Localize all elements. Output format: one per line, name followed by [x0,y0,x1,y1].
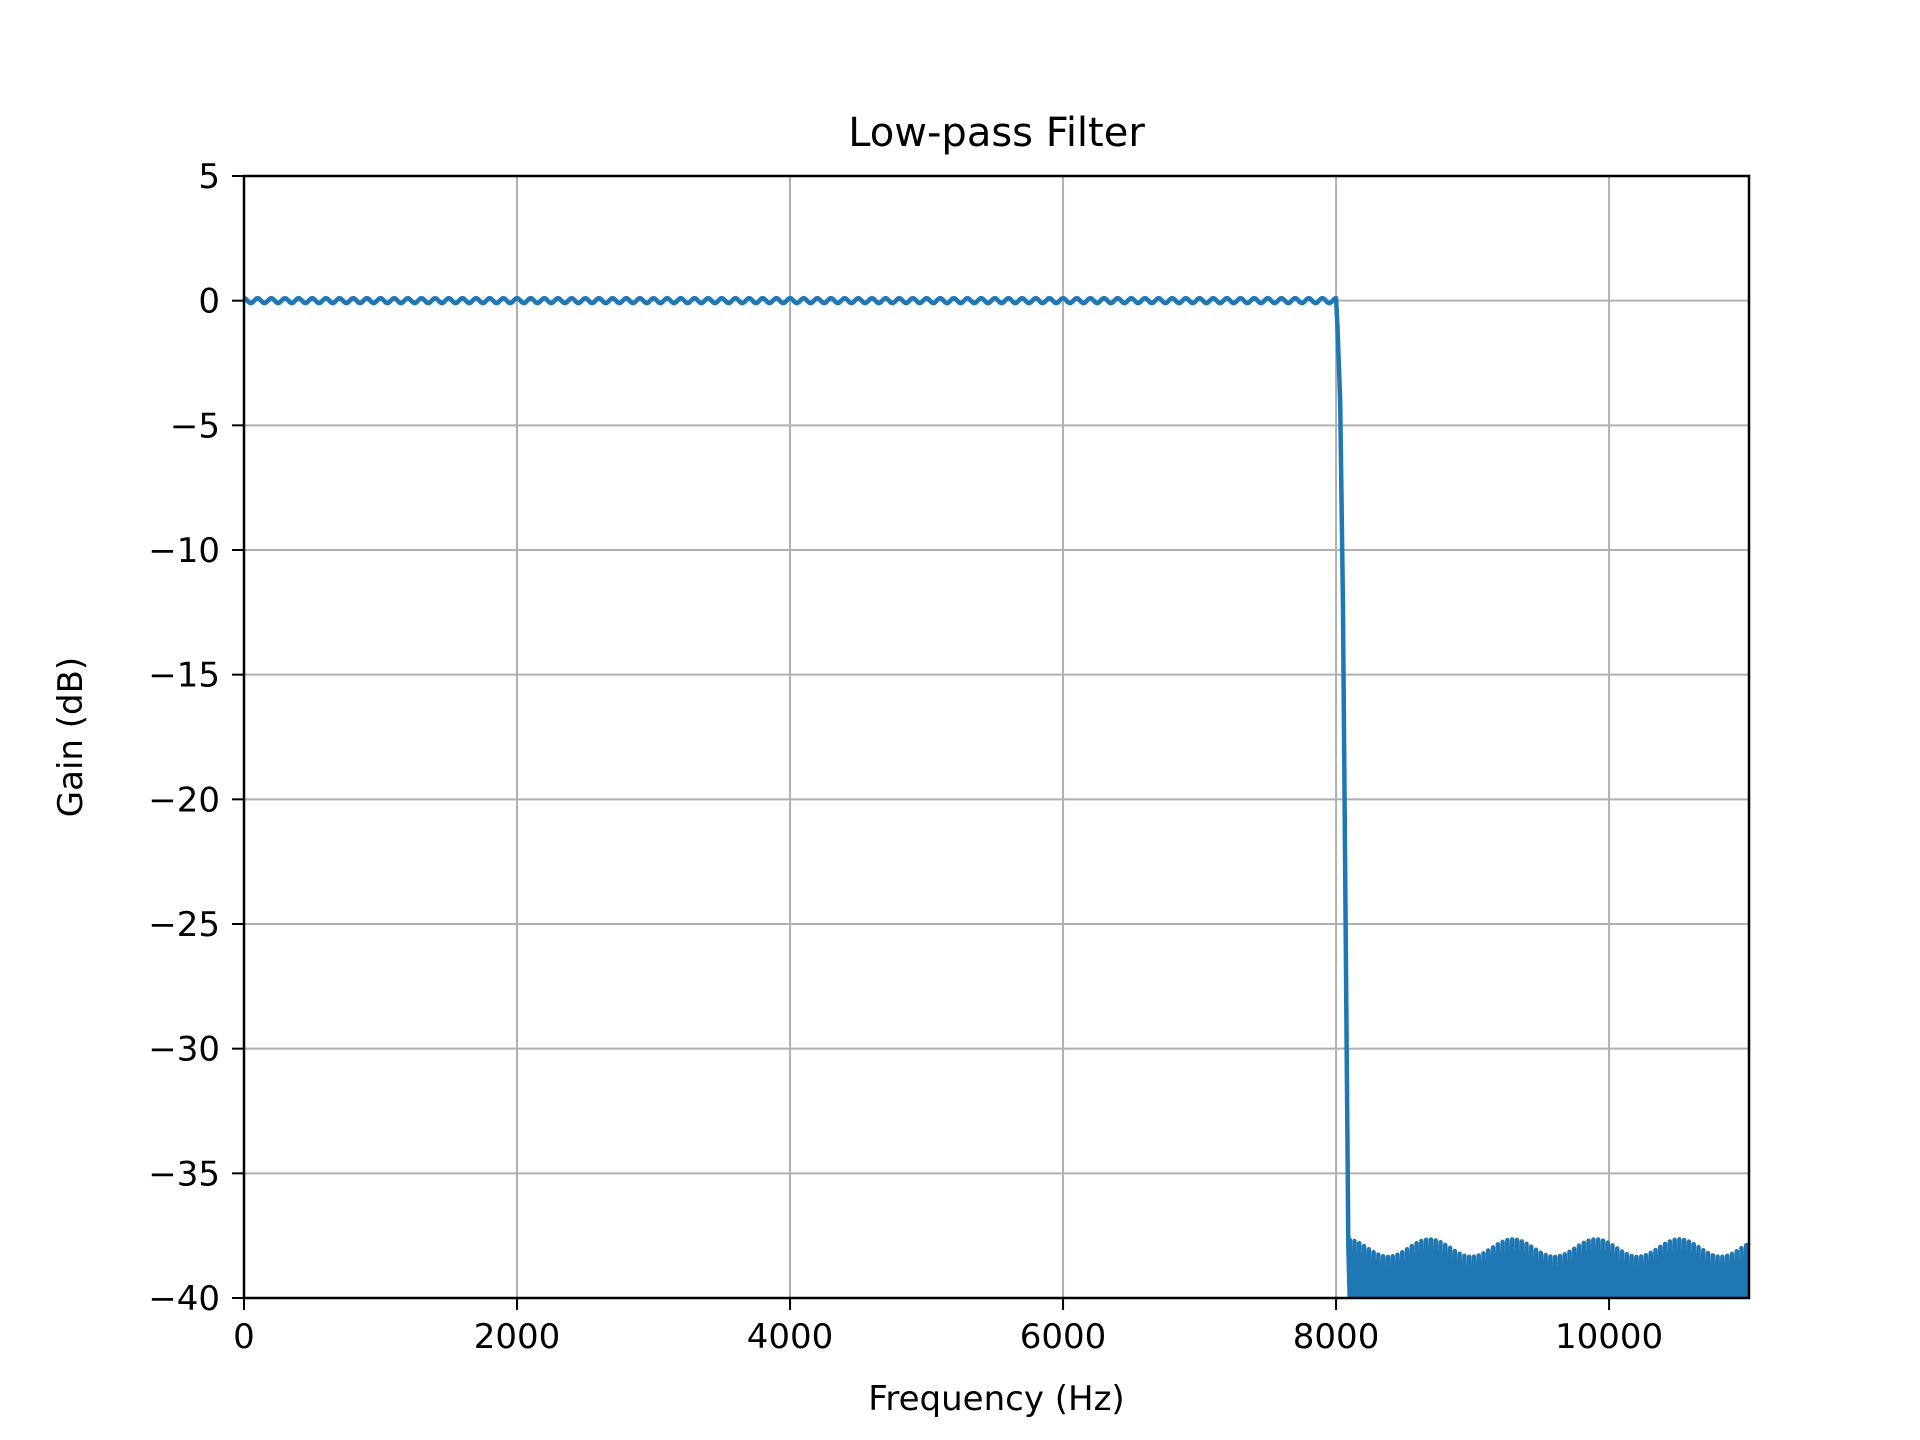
y-tick-label: −5 [170,406,220,446]
x-tick-label: 10000 [1555,1317,1663,1357]
x-axis-title: Frequency (Hz) [868,1379,1124,1419]
y-tick-label: −20 [148,780,220,820]
y-tick-label: −30 [148,1030,220,1070]
x-tick-label: 6000 [1020,1317,1107,1357]
x-tick-label: 0 [233,1317,255,1357]
y-tick-label: −25 [148,905,220,945]
y-axis-title: Gain (dB) [51,657,91,817]
y-tick-label: −35 [148,1154,220,1194]
ticks: 0 2000 4000 6000 8000 10000 5 0 −5 −10 −15 −20 −25 −3… [148,157,1663,1357]
y-tick-label: −15 [148,656,220,696]
y-tick-label: −40 [148,1279,220,1319]
x-tick-label: 2000 [474,1317,561,1357]
chart-title: Low-pass Filter [848,110,1145,156]
grid [243,175,1749,1299]
y-tick-label: 0 [198,282,220,322]
x-tick-label: 4000 [747,1317,834,1357]
series-line [244,295,1749,1298]
y-tick-label: −10 [148,531,220,571]
x-tick-label: 8000 [1293,1317,1380,1357]
y-tick-label: 5 [198,157,220,197]
plot-frame [242,174,1751,1300]
series-layer [244,295,1749,1298]
